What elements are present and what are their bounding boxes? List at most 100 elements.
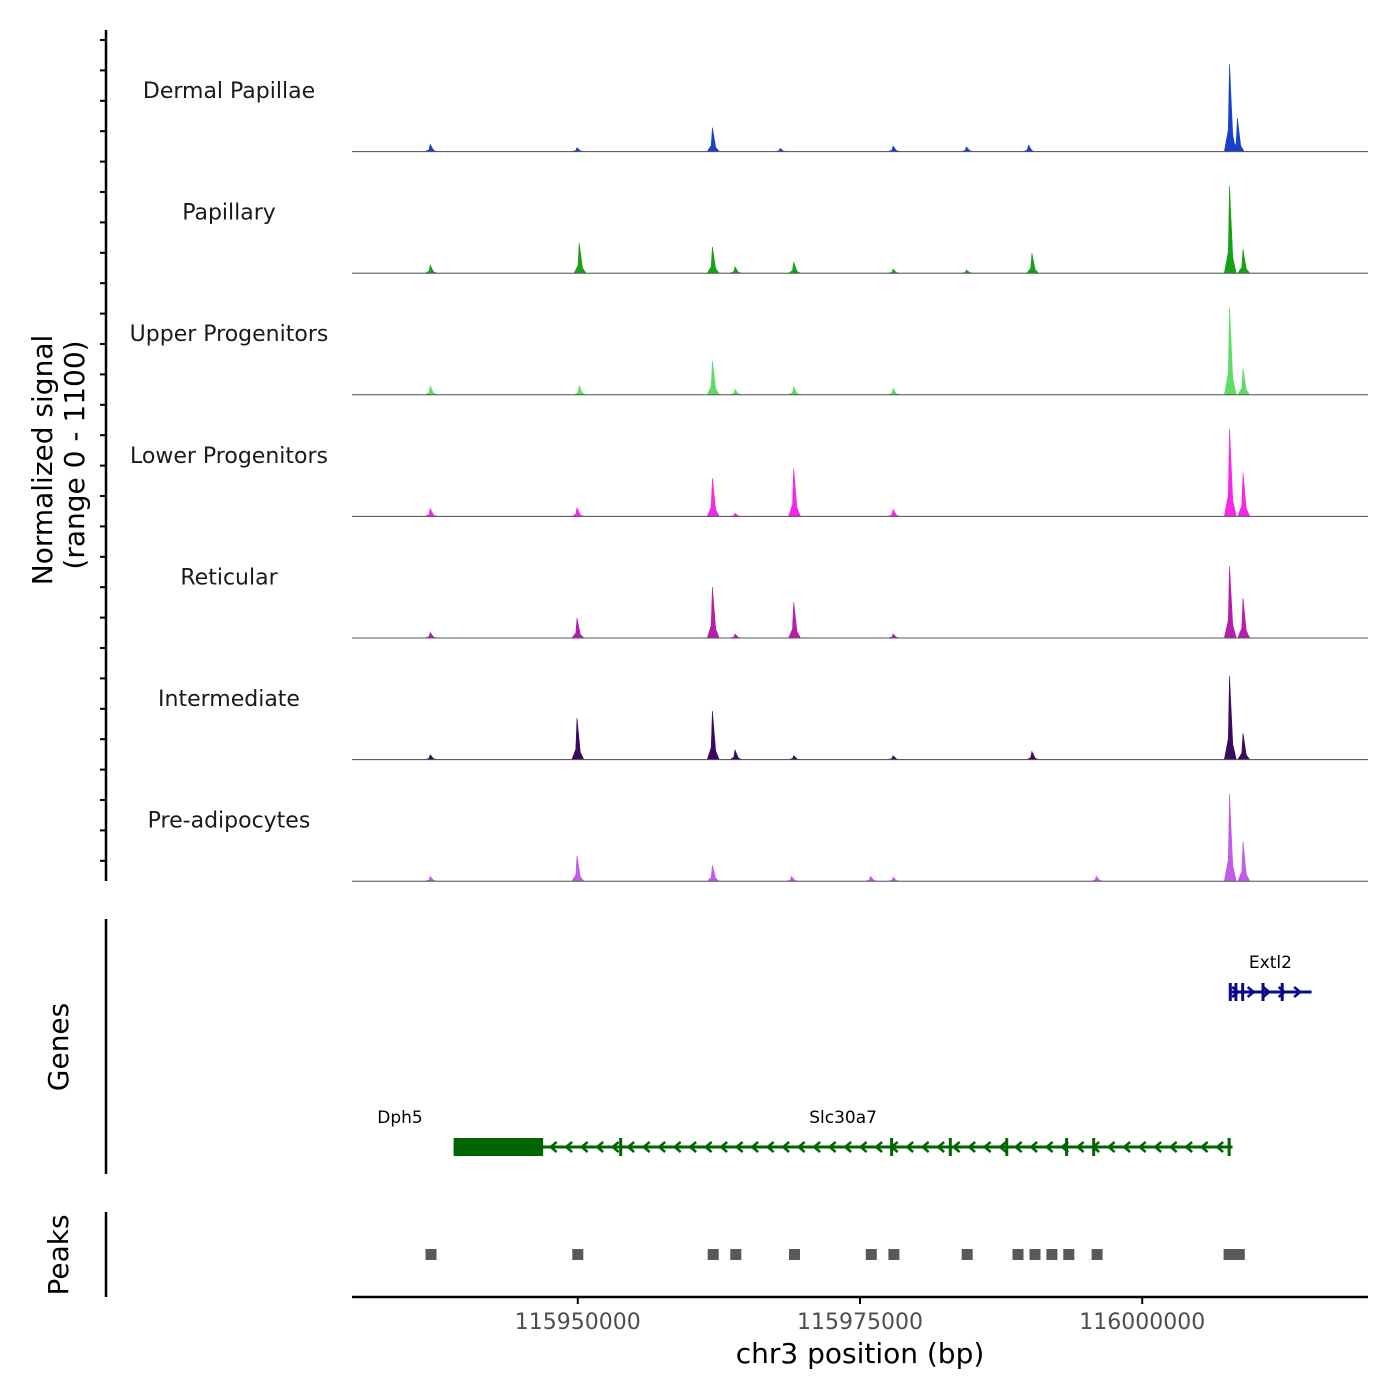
x-axis: 115950000 115975000 116000000	[352, 1295, 1368, 1335]
y-axis-title: Normalized signal	[26, 335, 59, 586]
gene-slc30a7: Slc30a7	[453, 1108, 1233, 1156]
gene-label: Extl2	[1249, 953, 1292, 973]
signal-area	[352, 63, 1368, 152]
strand-chevron	[982, 1141, 992, 1153]
gene-dph5: Dph5	[377, 1108, 422, 1128]
signal-area	[352, 675, 1368, 760]
strand-chevron	[1262, 986, 1272, 998]
signal-y-axis	[100, 30, 108, 881]
strand-chevron	[703, 1141, 713, 1153]
gene-label: Slc30a7	[809, 1108, 877, 1128]
strand-chevron	[564, 1141, 573, 1153]
gene-extl2: Extl2	[1228, 953, 1312, 1001]
strand-chevron	[672, 1141, 682, 1153]
strand-chevron	[657, 1141, 666, 1153]
track-label: Lower Progenitors	[130, 444, 328, 469]
strand-chevron	[1231, 986, 1241, 998]
strand-chevron	[641, 1141, 651, 1153]
strand-chevron	[920, 1141, 930, 1153]
strand-chevron	[858, 1141, 868, 1153]
strand-chevron	[781, 1141, 790, 1153]
signal-area	[352, 566, 1368, 639]
peak-marker	[572, 1249, 584, 1260]
track-pre-adipocytes: Pre-adipocytes	[148, 793, 1368, 882]
peak-marker	[1233, 1249, 1245, 1260]
strand-chevron	[1122, 1141, 1131, 1153]
strand-chevron	[688, 1141, 697, 1153]
track-dermal-papillae: Dermal Papillae	[143, 63, 1368, 153]
strand-chevron	[750, 1141, 759, 1153]
peaks-panel-title: Peaks	[42, 1214, 75, 1295]
strand-chevron	[1044, 1141, 1054, 1153]
strand-chevron	[1029, 1141, 1038, 1153]
peak-marker	[1012, 1249, 1024, 1260]
genes-panel-title: Genes	[42, 1003, 75, 1091]
peak-marker	[707, 1249, 719, 1260]
x-tick-label: 115950000	[515, 1310, 641, 1335]
strand-chevron	[1091, 1141, 1100, 1153]
gene-exon	[1280, 983, 1284, 1001]
peak-marker	[1029, 1249, 1041, 1260]
track-label: Intermediate	[158, 687, 300, 712]
track-papillary: Papillary	[182, 185, 1368, 274]
strand-chevron	[719, 1141, 728, 1153]
peak-marker	[1223, 1249, 1235, 1260]
track-label: Reticular	[180, 565, 278, 590]
signal-area	[352, 185, 1368, 274]
track-lower-progenitors: Lower Progenitors	[130, 428, 1368, 517]
gene-exon	[1227, 1138, 1231, 1156]
strand-chevron	[1075, 1141, 1085, 1153]
gene-exon-block	[453, 1138, 542, 1156]
peak-marker	[730, 1249, 742, 1260]
peaks-panel	[104, 1212, 1245, 1297]
track-label: Papillary	[182, 201, 276, 226]
strand-chevron	[1246, 986, 1256, 998]
strand-chevron	[595, 1141, 604, 1153]
peak-marker	[888, 1249, 900, 1260]
strand-chevron	[796, 1141, 806, 1153]
track-label: Pre-adipocytes	[148, 809, 311, 834]
strand-chevron	[579, 1141, 589, 1153]
strand-chevron	[998, 1141, 1007, 1153]
strand-chevron	[1199, 1141, 1209, 1153]
strand-chevron	[610, 1141, 620, 1153]
signal-tracks: Dermal Papillae Papillary Upper Progenitor…	[130, 63, 1368, 882]
track-label: Dermal Papillae	[143, 79, 315, 104]
strand-chevron	[765, 1141, 775, 1153]
strand-chevron	[626, 1141, 635, 1153]
peak-marker	[865, 1249, 877, 1260]
signal-area	[352, 793, 1368, 882]
genes-panel: Dph5 Slc30a7 Extl2	[104, 919, 1312, 1174]
gene-exon	[619, 1138, 623, 1156]
track-intermediate: Intermediate	[158, 675, 1368, 761]
strand-chevron	[827, 1141, 837, 1153]
strand-chevron	[889, 1141, 899, 1153]
peak-marker	[1091, 1249, 1103, 1260]
y-axis-title-range: (range 0 - 1100)	[58, 340, 91, 569]
strand-chevron	[843, 1141, 852, 1153]
strand-chevron	[1137, 1141, 1147, 1153]
peak-marker	[1046, 1249, 1058, 1260]
track-label: Upper Progenitors	[130, 322, 329, 347]
strand-chevron	[936, 1141, 945, 1153]
gene-exon	[1241, 983, 1245, 1001]
strand-chevron	[1060, 1141, 1069, 1153]
peak-marker	[961, 1249, 973, 1260]
gene-exon	[1228, 983, 1232, 1001]
strand-chevron	[1013, 1141, 1023, 1153]
strand-chevron	[1168, 1141, 1178, 1153]
gene-exon	[540, 1138, 544, 1156]
track-upper-progenitors: Upper Progenitors	[130, 307, 1368, 396]
peak-marker	[789, 1249, 800, 1260]
strand-chevron	[1215, 1141, 1224, 1153]
track-reticular: Reticular	[180, 565, 1368, 639]
strand-chevron	[812, 1141, 821, 1153]
peak-marker	[1063, 1249, 1075, 1260]
x-axis-title: chr3 position (bp)	[736, 1337, 985, 1370]
strand-chevron	[905, 1141, 914, 1153]
strand-chevron	[1153, 1141, 1162, 1153]
strand-chevron	[548, 1141, 558, 1153]
peak-marker	[425, 1249, 437, 1260]
gene-exon	[1005, 1138, 1009, 1156]
